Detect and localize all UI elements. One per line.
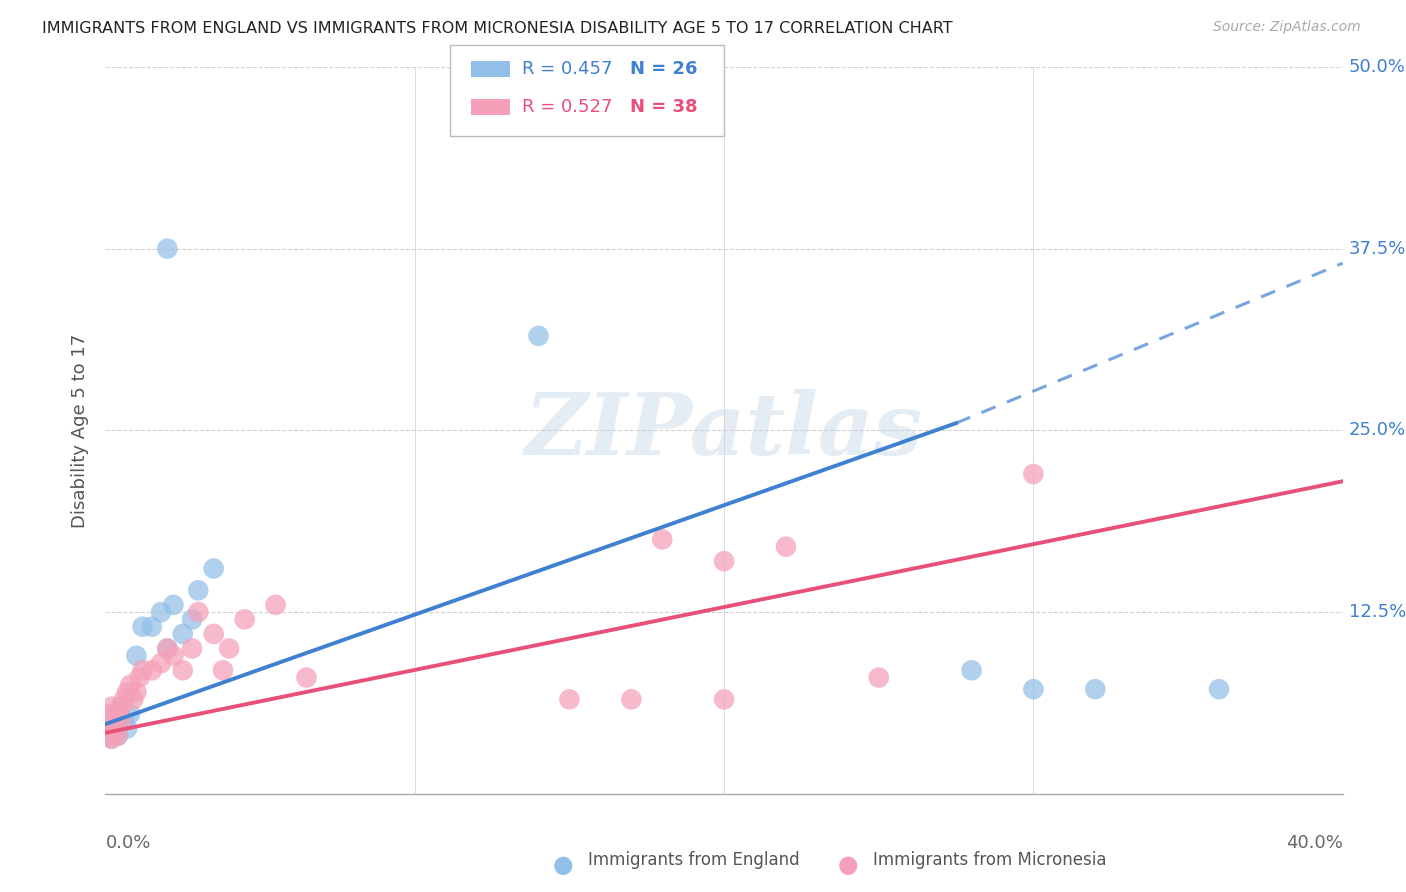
Text: 37.5%: 37.5% [1348, 240, 1406, 258]
Point [527, 329, 550, 343]
Point [558, 692, 581, 706]
Text: 12.5%: 12.5% [1348, 603, 1406, 621]
Point [233, 612, 256, 626]
Point [212, 663, 235, 677]
Point [141, 620, 163, 634]
Point [264, 598, 287, 612]
Text: Source: ZipAtlas.com: Source: ZipAtlas.com [1213, 20, 1361, 34]
Point [100, 714, 122, 728]
Point [141, 663, 163, 677]
Point [120, 678, 142, 692]
Point [104, 714, 127, 728]
Point [172, 663, 194, 677]
Text: 50.0%: 50.0% [1348, 58, 1406, 76]
Point [713, 692, 735, 706]
Text: R = 0.457: R = 0.457 [522, 60, 612, 78]
Point [1022, 682, 1045, 697]
Text: R = 0.527: R = 0.527 [522, 98, 612, 116]
Text: N = 38: N = 38 [630, 98, 697, 116]
Point [181, 612, 204, 626]
Point [104, 722, 127, 736]
Point [122, 692, 145, 706]
Point [1208, 682, 1230, 697]
Point [156, 641, 179, 656]
Point [162, 598, 184, 612]
Point [1022, 467, 1045, 481]
Point [107, 729, 129, 743]
Text: 0.0%: 0.0% [105, 834, 150, 852]
Point [104, 706, 127, 721]
Point [187, 605, 209, 619]
Point [218, 641, 240, 656]
Point [150, 605, 173, 619]
Point [125, 648, 148, 663]
Point [110, 699, 132, 714]
Point [112, 714, 135, 728]
Point [125, 685, 148, 699]
Point [110, 699, 132, 714]
Point [131, 663, 153, 677]
Text: ZIPatlas: ZIPatlas [524, 389, 924, 472]
Point [202, 561, 225, 575]
Point [120, 706, 142, 721]
Point [172, 627, 194, 641]
Point [868, 671, 890, 685]
Point [100, 699, 122, 714]
Point [775, 540, 797, 554]
Point [112, 692, 135, 706]
Point [97, 729, 120, 743]
Point [128, 671, 150, 685]
Text: IMMIGRANTS FROM ENGLAND VS IMMIGRANTS FROM MICRONESIA DISABILITY AGE 5 TO 17 COR: IMMIGRANTS FROM ENGLAND VS IMMIGRANTS FR… [42, 21, 953, 37]
Text: Immigrants from England: Immigrants from England [588, 851, 800, 869]
Point [110, 714, 132, 728]
Point [181, 641, 204, 656]
Point [156, 641, 179, 656]
Point [187, 583, 209, 598]
Text: ●: ● [553, 854, 574, 878]
Point [107, 729, 129, 743]
Point [97, 706, 120, 721]
Point [713, 554, 735, 568]
Point [115, 722, 138, 736]
Point [97, 729, 120, 743]
Point [202, 627, 225, 641]
Point [162, 648, 184, 663]
Point [1084, 682, 1107, 697]
Y-axis label: Disability Age 5 to 17: Disability Age 5 to 17 [72, 334, 90, 527]
Point [115, 685, 138, 699]
Text: Immigrants from Micronesia: Immigrants from Micronesia [873, 851, 1107, 869]
Point [295, 671, 318, 685]
Point [156, 242, 179, 256]
Text: ●: ● [838, 854, 858, 878]
Text: N = 26: N = 26 [630, 60, 697, 78]
Point [960, 663, 983, 677]
Point [150, 656, 173, 670]
Point [107, 706, 129, 721]
Point [620, 692, 643, 706]
Point [100, 731, 122, 746]
Point [100, 731, 122, 746]
Point [104, 722, 127, 736]
Text: 25.0%: 25.0% [1348, 421, 1406, 440]
Text: 40.0%: 40.0% [1286, 834, 1343, 852]
Point [131, 620, 153, 634]
Point [651, 533, 673, 547]
